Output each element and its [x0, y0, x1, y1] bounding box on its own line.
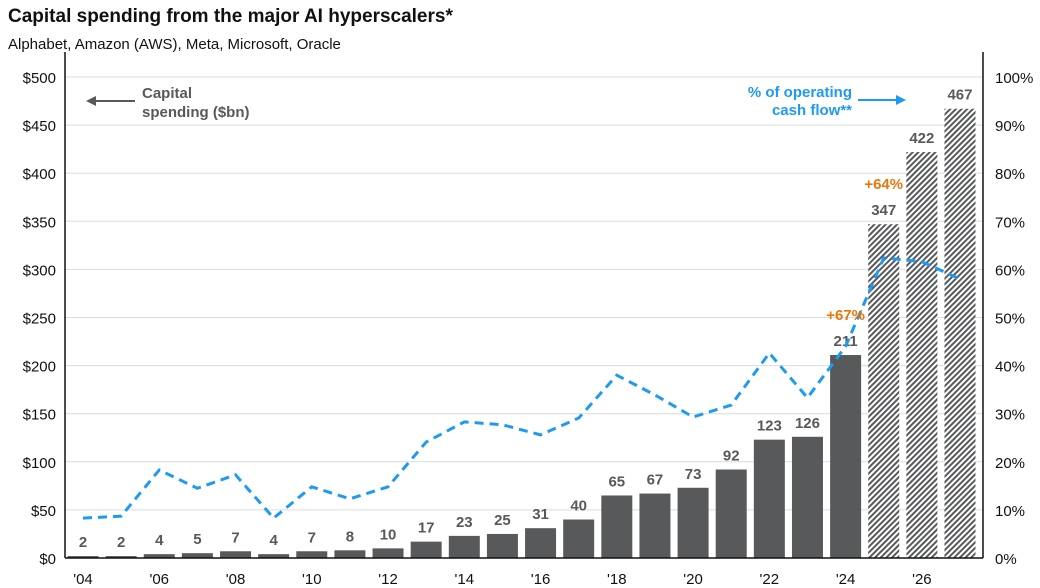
- growth-annotation: +67%: [826, 307, 865, 324]
- bar-value-label: 5: [193, 531, 201, 548]
- x-tick-label: '18: [607, 571, 627, 588]
- left-tick-label: $350: [23, 214, 56, 231]
- x-tick-label: '06: [149, 571, 169, 588]
- left-tick-label: $100: [23, 455, 56, 472]
- bar: [258, 554, 290, 558]
- bar-value-label: 123: [757, 418, 782, 435]
- bar-value-label: 8: [346, 528, 354, 545]
- right-tick-label: 30%: [995, 407, 1025, 424]
- bar: [296, 551, 328, 558]
- bar: [791, 436, 823, 558]
- left-tick-label: $300: [23, 262, 56, 279]
- x-tick-label: '08: [226, 571, 246, 588]
- legend-capex-line2: spending ($bn): [142, 104, 250, 121]
- bar-value-label: 92: [723, 447, 740, 464]
- legend-capex-line1: Capital: [142, 85, 192, 102]
- bar-value-label: 31: [532, 506, 549, 523]
- legend-ocf-line1: % of operating: [748, 84, 852, 101]
- bar: [67, 556, 99, 558]
- bar-value-label: 7: [231, 529, 239, 546]
- bar: [448, 535, 480, 558]
- growth-annotation: +64%: [864, 176, 903, 193]
- x-tick-label: '24: [836, 571, 856, 588]
- bar-value-label: 2: [79, 534, 87, 551]
- left-tick-label: $50: [31, 503, 56, 520]
- bar-value-label: 422: [909, 130, 934, 147]
- bar-value-label: 40: [570, 498, 587, 515]
- bar-value-label: 2: [117, 534, 125, 551]
- left-arrow-icon: [86, 96, 96, 106]
- left-tick-label: $150: [23, 407, 56, 424]
- forecast-bar: [868, 224, 900, 558]
- bar: [486, 533, 518, 558]
- right-tick-label: 90%: [995, 118, 1025, 135]
- left-tick-label: $200: [23, 359, 56, 376]
- bar-value-label: 73: [685, 466, 702, 483]
- x-tick-label: '16: [531, 571, 551, 588]
- bar: [639, 493, 671, 558]
- bar-value-label: 7: [308, 529, 316, 546]
- x-tick-label: '12: [378, 571, 398, 588]
- chart-title: Capital spending from the major AI hyper…: [8, 6, 453, 27]
- bar: [143, 554, 175, 558]
- bar: [601, 495, 633, 558]
- bar-value-label: 23: [456, 514, 473, 531]
- bar-value-label: 67: [647, 472, 664, 489]
- left-tick-label: $0: [39, 551, 56, 568]
- bar-value-label: 17: [418, 520, 435, 537]
- bar-value-label: 25: [494, 512, 511, 529]
- bar: [220, 551, 252, 558]
- chart-subtitle: Alphabet, Amazon (AWS), Meta, Microsoft,…: [8, 36, 341, 53]
- bar-value-label: 4: [155, 532, 164, 549]
- legend-ocf-line2: cash flow**: [772, 102, 852, 119]
- bar: [753, 439, 785, 558]
- bar-value-label: 211: [833, 333, 857, 350]
- x-tick-label: '20: [683, 571, 703, 588]
- cash-flow-line: [82, 256, 961, 521]
- left-tick-label: $250: [23, 311, 56, 328]
- bar: [715, 469, 747, 558]
- right-tick-label: 60%: [995, 262, 1025, 279]
- right-tick-label: 70%: [995, 214, 1025, 231]
- right-tick-label: 20%: [995, 455, 1025, 472]
- bar-value-label: 467: [947, 87, 972, 104]
- x-tick-label: '10: [302, 571, 322, 588]
- bar: [372, 548, 404, 558]
- forecast-bar: [906, 152, 938, 558]
- right-tick-label: 0%: [995, 551, 1017, 568]
- right-tick-label: 10%: [995, 503, 1025, 520]
- bar-value-label: 10: [380, 526, 397, 543]
- left-tick-label: $400: [23, 166, 56, 183]
- bar: [830, 355, 862, 558]
- right-arrow-icon: [896, 95, 906, 105]
- bar: [334, 550, 366, 558]
- bar: [525, 528, 557, 558]
- x-tick-label: '04: [73, 571, 93, 588]
- bar-value-label: 347: [871, 202, 896, 219]
- right-tick-label: 40%: [995, 359, 1025, 376]
- left-tick-label: $450: [23, 118, 56, 135]
- forecast-bar: [944, 108, 976, 558]
- right-tick-label: 50%: [995, 311, 1025, 328]
- x-tick-label: '22: [760, 571, 780, 588]
- bar: [410, 541, 442, 558]
- bar: [563, 519, 595, 558]
- x-tick-label: '26: [912, 571, 932, 588]
- right-tick-label: 80%: [995, 166, 1025, 183]
- bar: [677, 487, 709, 558]
- bar: [181, 553, 213, 558]
- bar-value-label: 4: [269, 532, 278, 549]
- x-tick-label: '14: [455, 571, 475, 588]
- bar-value-label: 65: [608, 473, 625, 490]
- bar-value-label: 126: [795, 415, 820, 432]
- left-tick-label: $500: [23, 70, 56, 87]
- bar: [105, 556, 137, 558]
- right-tick-label: 100%: [995, 70, 1033, 87]
